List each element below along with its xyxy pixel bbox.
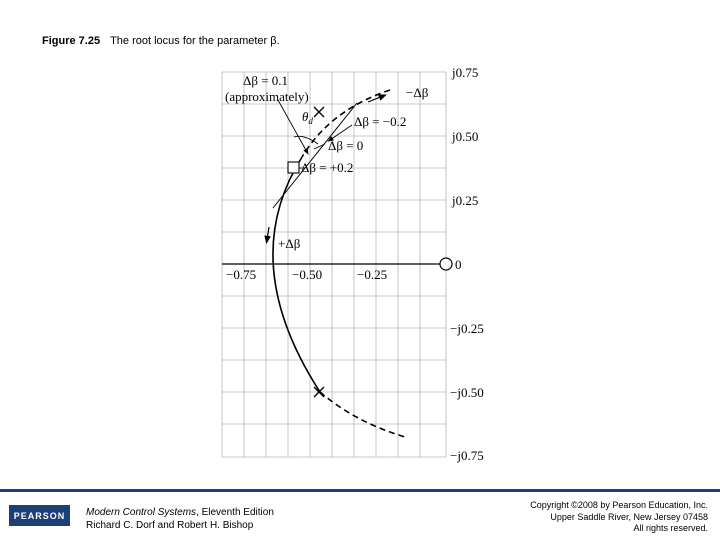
real-label-neg-050: −0.50 <box>292 267 322 282</box>
root-locus-diagram: j0.75 j0.50 j0.25 −j0.25 −j0.50 −j0.75 −… <box>221 65 484 463</box>
copyright-notice: Copyright ©2008 by Pearson Education, In… <box>530 500 708 535</box>
imag-label-neg-j050: −j0.50 <box>450 385 484 400</box>
book-info: Modern Control Systems, Eleventh Edition… <box>86 506 274 532</box>
book-authors: Richard C. Dorf and Robert H. Bishop <box>86 520 254 531</box>
operating-point-marker <box>287 161 300 174</box>
locus-upper-dashed <box>301 89 391 158</box>
annotation-delta-minus-0-2: Δβ = −0.2 <box>354 114 406 129</box>
annotation-minus-delta-beta: −Δβ <box>406 85 429 100</box>
pole-lower-x <box>313 386 325 398</box>
annotation-delta-zero: Δβ = 0 <box>328 138 363 153</box>
pointer-delta-zero <box>313 143 326 150</box>
pole-upper-x <box>313 106 325 118</box>
imag-label-j075: j0.75 <box>451 65 478 80</box>
annotation-delta-approx-1: Δβ = 0.1 <box>243 73 288 88</box>
imag-label-neg-j025: −j0.25 <box>450 321 484 336</box>
copyright-line-2: Upper Saddle River, New Jersey 07458 <box>550 511 708 522</box>
real-label-neg-025: −0.25 <box>357 267 387 282</box>
copyright-line-3: All rights reserved. <box>633 523 708 533</box>
pointer-delta-minus <box>327 124 353 142</box>
publisher-logo: PEARSON <box>9 505 70 526</box>
book-title-line: Modern Control Systems, Eleventh Edition <box>86 507 274 518</box>
real-label-zero: 0 <box>455 257 462 272</box>
pointer-approx <box>277 99 309 155</box>
tangent-line <box>272 102 358 209</box>
arrow-minus-delta-beta <box>367 94 387 103</box>
figure-title: The root locus for the parameter β. <box>110 35 280 47</box>
arrow-plus-delta-beta <box>264 226 271 245</box>
imag-label-neg-j075: −j0.75 <box>450 448 484 463</box>
locus-solid <box>272 156 321 393</box>
annotation-theta: θd <box>302 109 313 126</box>
imag-label-j050: j0.50 <box>451 129 478 144</box>
zero-marker <box>439 257 453 271</box>
footer-divider <box>0 489 720 492</box>
copyright-line-1: Copyright ©2008 by Pearson Education, In… <box>530 500 708 510</box>
figure-caption: Figure 7.25 The root locus for the parame… <box>42 35 280 47</box>
annotation-delta-approx-2: (approximately) <box>225 89 309 104</box>
theta-d-arc <box>293 135 319 145</box>
annotation-plus-delta-beta: +Δβ <box>278 236 301 251</box>
figure-number: Figure 7.25 <box>42 35 101 47</box>
imag-label-j025: j0.25 <box>451 193 478 208</box>
locus-lower-dashed <box>319 391 406 438</box>
annotation-delta-plus-0-2: Δβ = +0.2 <box>301 160 353 175</box>
real-label-neg-075: −0.75 <box>226 267 256 282</box>
